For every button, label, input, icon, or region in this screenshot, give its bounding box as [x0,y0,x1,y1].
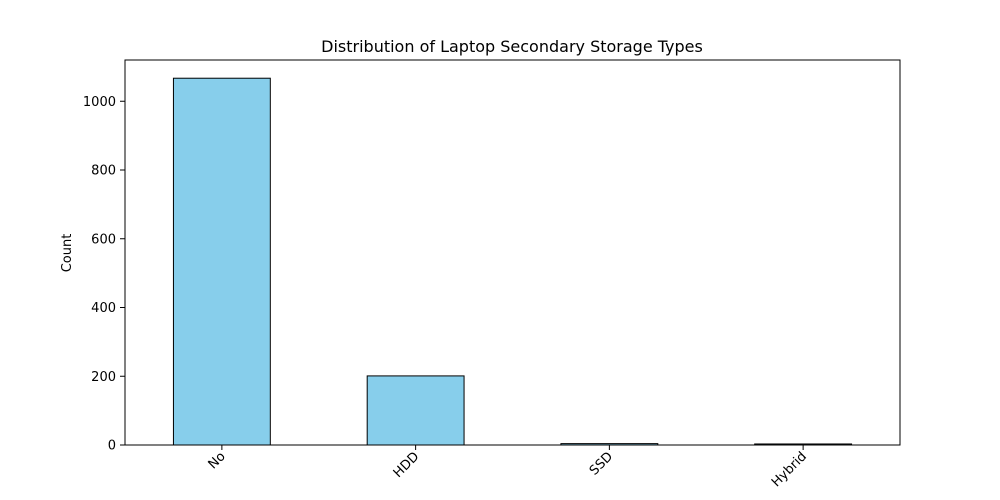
y-tick-label: 200 [91,370,116,385]
y-tick-label: 400 [91,301,116,316]
y-tick-label: 600 [91,232,116,247]
plot-frame [124,59,901,446]
x-tick-label: Hybrid [769,449,810,490]
x-tick-label: HDD [391,449,423,481]
x-tick-label: SSD [587,449,616,478]
chart-title: Distribution of Laptop Secondary Storage… [321,37,703,56]
y-tick-label: 1000 [83,95,116,110]
bar-hdd [366,375,465,446]
y-tick-label: 0 [108,439,116,454]
x-tick-label: No [206,449,229,472]
y-axis: 0 200 400 600 800 1000 [83,95,125,454]
y-tick-label: 800 [91,164,116,179]
y-axis-label: Count [60,234,75,273]
bar-no [172,77,271,446]
bars-group [172,77,853,446]
x-axis: No HDD SSD Hybrid [206,445,810,490]
